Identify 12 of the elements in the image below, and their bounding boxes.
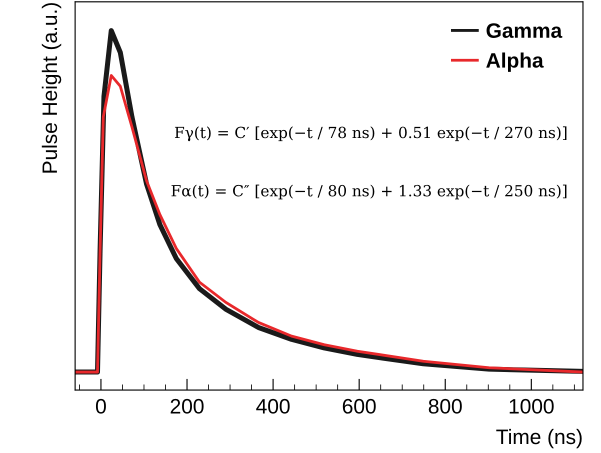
x-axis-title: Time (ns) [496,428,582,448]
legend-label: Gamma [486,23,562,38]
x-tick-label: 0 [96,398,106,414]
legend-label: Alpha [486,52,544,72]
annotation: Fα(t) = C″ [exp(−t / 80 ns) + 1.33 exp(−t / 250 ns)] [172,184,566,200]
x-tick-label: 600 [342,398,376,414]
x-tick-label: 200 [170,398,204,414]
x-tick-label: 1000 [510,398,554,414]
x-tick-label: 400 [256,398,290,414]
annotation: Fγ(t) = C′ [exp(−t / 78 ns) + 0.51 exp(−t / 270 ns)] [174,126,566,142]
y-axis-title: Pulse Height (a.u.) [42,3,62,173]
x-tick-label: 800 [428,398,462,414]
